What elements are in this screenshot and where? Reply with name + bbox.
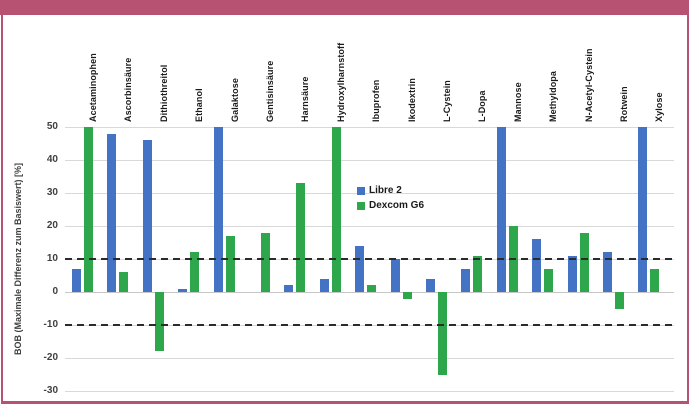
dexcom-g6-bar [579,232,589,292]
dexcom-g6-bar [615,292,624,309]
dexcom-g6-bar [402,292,412,299]
libre2-bar [213,127,223,292]
libre2-bar [355,245,365,292]
category-label: Ascorbinsäure [123,57,134,122]
reference-dashed-line [65,258,674,260]
category-label: Ibuprofen [371,79,382,122]
category-label: Gentisinsäure [265,60,275,122]
dexcom-g6-bar [296,183,306,292]
category-label: Harnsäure [300,76,311,122]
libre2-bar [319,278,329,292]
libre2-bar [178,288,188,292]
y-tick-label: 10 [46,253,58,264]
y-gridline [65,126,674,128]
category-label: Galaktose [229,78,240,122]
legend-item-libre2: Libre 2 [357,185,424,197]
libre2-bar [496,127,506,292]
y-gridline [65,291,674,293]
libre2-bar [390,259,400,292]
y-tick-label: 20 [46,220,58,231]
y-tick-label: -30 [43,385,58,396]
category-label: Ethanol [194,88,205,122]
libre2-bar [426,278,435,292]
dexcom-g6-bar [544,268,554,292]
category-label: Hydroxylharnstoff [335,42,346,122]
libre2-bar [142,140,152,292]
category-label: Rotwein [619,86,629,122]
category-label: L-Cystein [442,80,452,122]
dexcom-g6-bar [119,272,129,292]
libre2-bar [603,252,612,292]
dexcom-g6-bar [473,255,483,292]
libre2-bar [107,133,117,292]
y-tick-label: 30 [46,187,58,198]
dexcom-g6-bar [367,285,377,292]
category-label: Ikodextrin [406,77,417,122]
dexcom-g6-legend-swatch [357,202,365,210]
libre2-legend-swatch [357,187,365,195]
dexcom-g6-bar [650,268,660,292]
y-tick-label: 40 [46,154,58,165]
reference-dashed-line [65,324,674,326]
y-axis-title: BOB (Maximale Differenz zum Basiswert) [… [13,162,23,356]
y-gridline [65,390,674,392]
category-label: L-Dopa [477,90,488,122]
dexcom-g6-bar [84,127,93,292]
libre2-bar [461,268,471,292]
dexcom-g6-bar [190,252,200,292]
category-label: N-Acetyl-Cystein [583,48,594,122]
y-tick-label: -20 [43,352,58,363]
dexcom-g6-bar [331,127,341,292]
legend-label: Libre 2 [369,185,402,196]
dexcom-g6-bar [438,292,447,375]
category-label: Dithiothreitol [158,64,169,122]
libre2-bar [567,255,577,292]
chart-legend: Libre 2 Dexcom G6 [357,185,424,215]
y-gridline [65,225,674,227]
category-label: Mannose [512,82,523,122]
y-gridline [65,159,674,161]
y-gridline [65,192,674,194]
category-label: Acetaminophen [88,53,98,122]
libre2-bar [284,285,294,292]
top-accent-band [0,0,689,15]
y-tick-label: -10 [43,319,58,330]
dexcom-g6-bar [261,232,270,292]
y-gridline [65,357,674,359]
libre2-bar [72,268,81,292]
legend-item-dexcom-g6: Dexcom G6 [357,200,424,212]
y-tick-label: 50 [46,121,58,132]
libre2-bar [532,239,542,292]
legend-label: Dexcom G6 [369,200,425,211]
dexcom-g6-bar [225,235,235,292]
y-tick-label: 0 [52,286,58,297]
dexcom-g6-bar [154,292,164,352]
libre2-bar [638,127,648,292]
category-label: Methyldopa [548,70,559,122]
category-label: Xylose [654,92,665,122]
